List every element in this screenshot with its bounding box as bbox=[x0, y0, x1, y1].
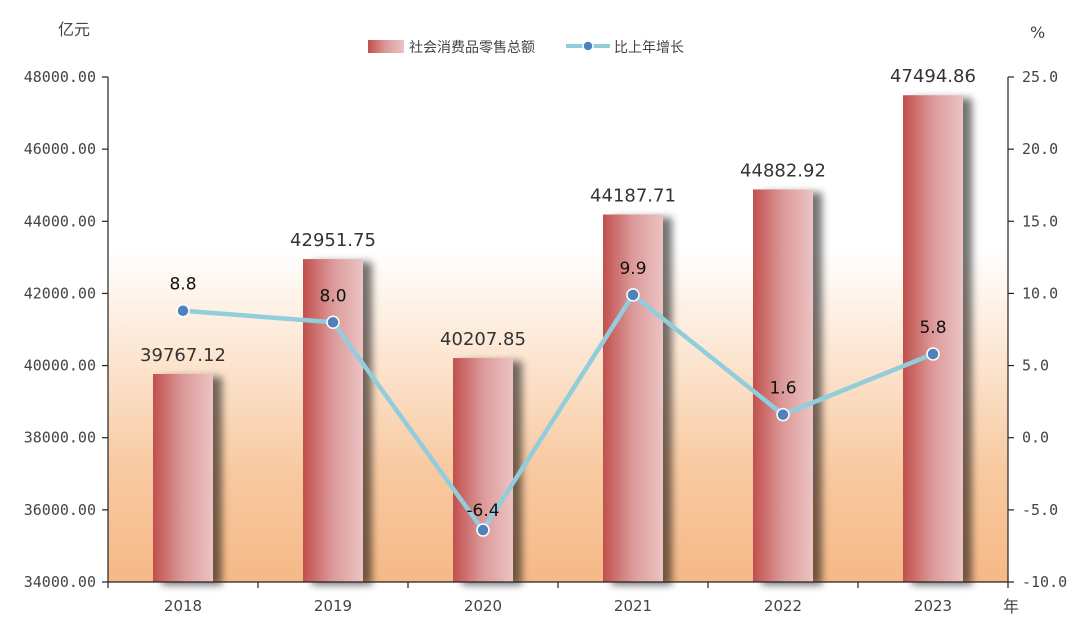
bar-2018 bbox=[153, 373, 213, 582]
axes-layer: 34000.00 36000.00 38000.00 40000.00 42000.00… bbox=[24, 68, 1067, 615]
left-tick-label: 38000.00 bbox=[24, 429, 96, 447]
left-tick-label: 48000.00 bbox=[24, 68, 96, 86]
growth-point-2022 bbox=[776, 407, 790, 422]
bar-value-label: 40207.85 bbox=[440, 329, 526, 350]
bar-2019 bbox=[303, 259, 363, 582]
growth-point-2018 bbox=[176, 303, 190, 318]
growth-point-2023 bbox=[926, 347, 940, 361]
x-tick-label: 2018 bbox=[164, 597, 202, 615]
growth-line bbox=[182, 292, 934, 533]
x-tick-label: 2023 bbox=[914, 597, 952, 615]
bar-value-label: 42951.75 bbox=[290, 230, 376, 251]
x-tick-label: 2021 bbox=[614, 597, 652, 615]
bar-2022 bbox=[753, 189, 813, 582]
growth-point-2021 bbox=[626, 288, 640, 302]
line-layer bbox=[176, 288, 940, 537]
growth-point-2020 bbox=[476, 523, 490, 537]
growth-value-label: 8.8 bbox=[169, 275, 196, 295]
left-axis-unit: 亿元 bbox=[58, 20, 90, 39]
right-tick-label: 25.0 bbox=[1022, 68, 1058, 86]
bars-layer bbox=[153, 95, 963, 582]
right-tick-label: 15.0 bbox=[1022, 212, 1058, 230]
right-tick-label: -5.0 bbox=[1022, 501, 1058, 519]
left-tick-label: 36000.00 bbox=[24, 501, 96, 519]
bar-value-label: 44882.92 bbox=[740, 160, 826, 181]
growth-point-2019 bbox=[326, 315, 340, 330]
right-tick-label: -10.0 bbox=[1022, 573, 1067, 591]
x-axis-unit: 年 bbox=[1003, 597, 1019, 616]
right-tick-label: 20.0 bbox=[1022, 140, 1058, 158]
bar-value-label: 47494.86 bbox=[890, 66, 976, 87]
left-tick-label: 42000.00 bbox=[24, 284, 96, 302]
left-tick-label: 44000.00 bbox=[24, 212, 96, 230]
bar-value-label: 39767.12 bbox=[140, 345, 226, 366]
right-tick-label: 5.0 bbox=[1022, 357, 1049, 375]
left-tick-label: 34000.00 bbox=[24, 573, 96, 591]
legend: 社会消费品零售总额 比上年增长 bbox=[368, 40, 684, 56]
x-tick-label: 2019 bbox=[314, 597, 352, 615]
legend-line-marker bbox=[582, 40, 594, 52]
growth-value-label: -6.4 bbox=[466, 501, 499, 521]
right-axis-unit: % bbox=[1030, 23, 1045, 42]
plot-background bbox=[108, 77, 1008, 582]
x-tick-label: 2020 bbox=[464, 597, 502, 615]
growth-value-label: 1.6 bbox=[769, 379, 796, 399]
growth-value-label: 8.0 bbox=[319, 286, 346, 306]
growth-value-label: 9.9 bbox=[619, 259, 646, 279]
legend-bar-swatch bbox=[368, 40, 404, 53]
bar-2023 bbox=[903, 95, 963, 582]
growth-value-label: 5.8 bbox=[919, 318, 946, 338]
right-tick-label: 10.0 bbox=[1022, 284, 1058, 302]
left-tick-label: 46000.00 bbox=[24, 140, 96, 158]
legend-line-label: 比上年增长 bbox=[614, 40, 684, 56]
legend-bar-label: 社会消费品零售总额 bbox=[409, 40, 535, 56]
bar-2020 bbox=[453, 358, 513, 582]
bar-value-label: 44187.71 bbox=[590, 186, 676, 207]
bar-2021 bbox=[603, 214, 663, 582]
right-tick-label: 0.0 bbox=[1022, 429, 1049, 447]
left-tick-label: 40000.00 bbox=[24, 357, 96, 375]
x-tick-label: 2022 bbox=[764, 597, 802, 615]
labels-layer: 39767.12 42951.75 40207.85 44187.71 44882.92… bbox=[140, 66, 976, 521]
